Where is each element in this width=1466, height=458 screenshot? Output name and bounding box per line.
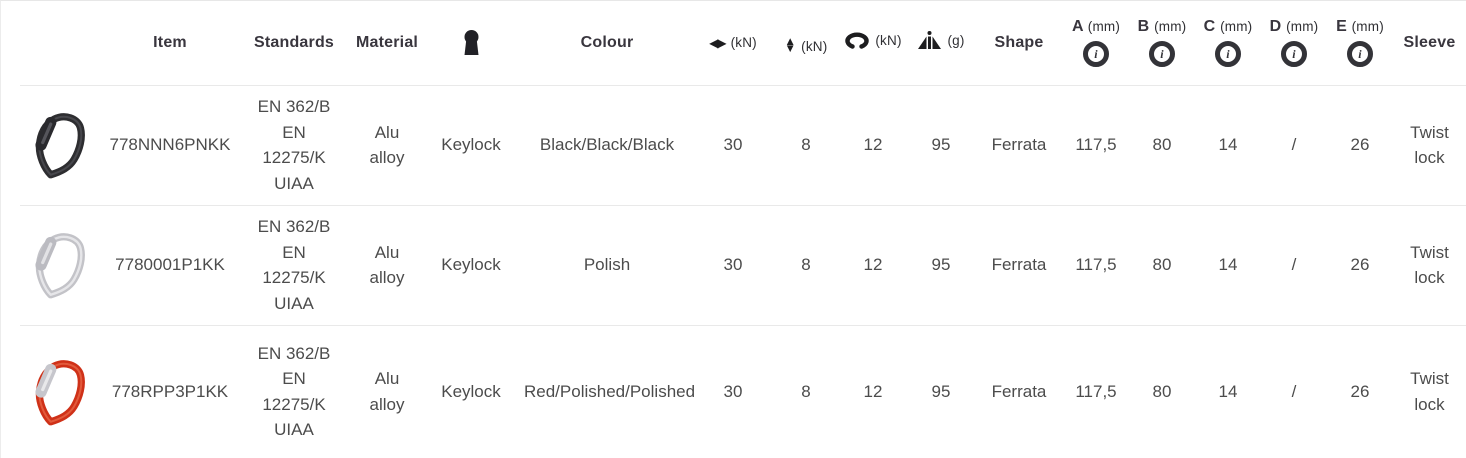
gate-open-kn-value: 12 <box>863 255 883 275</box>
weight-column-header: (g) <box>907 1 975 85</box>
table-row: 778NNN6PNKK EN 362/B EN 12275/K UIAA Alu… <box>20 85 1466 205</box>
item-code: 7780001P1KK <box>115 255 225 275</box>
dim-c-value: 14 <box>1218 255 1238 275</box>
minor-axis-unit: (kN) <box>801 38 828 54</box>
material-value: Alu alloy <box>369 369 405 414</box>
shape-column-header: Shape <box>994 33 1044 51</box>
info-icon[interactable]: i <box>1347 41 1373 68</box>
keylock-icon <box>464 29 478 55</box>
minor-axis-kn-value: 8 <box>801 135 811 155</box>
minor-axis-kn-value: 8 <box>801 255 811 275</box>
dim-a-value: 117,5 <box>1075 382 1117 401</box>
dim-e-value: 26 <box>1350 135 1370 155</box>
product-image-cell[interactable] <box>20 325 105 458</box>
gate-type-value: Keylock <box>441 135 501 155</box>
gate-type-value: Keylock <box>441 382 501 401</box>
dim-b-value: 80 <box>1152 382 1172 401</box>
dim-a-column-header: A (mm) i <box>1063 1 1129 85</box>
sleeve-value: Twist lock <box>1410 122 1449 168</box>
colour-column-header: Colour <box>580 33 634 51</box>
colour-value: Black/Black/Black <box>539 135 675 155</box>
gate-open-unit: (kN) <box>875 32 902 48</box>
product-image-cell[interactable] <box>20 85 105 205</box>
carabiner-spec-table: Item Standards Material Colour ◀▶ (kN) <box>20 1 1466 458</box>
image-column-header <box>20 1 105 85</box>
major-axis-kn-value: 30 <box>723 135 743 155</box>
polished-carabiner-image <box>35 233 85 299</box>
dim-d-value: / <box>1291 255 1297 275</box>
major-axis-kn-value: 30 <box>723 382 743 401</box>
item-code: 778RPP3P1KK <box>111 382 229 401</box>
weight-value: 95 <box>931 255 951 275</box>
table-row: 778RPP3P1KK EN 362/B EN 12275/K UIAA Alu… <box>20 325 1466 458</box>
shape-value: Ferrata <box>991 135 1047 155</box>
material-column-header: Material <box>356 33 419 51</box>
dim-e-column-header: E (mm) i <box>1327 1 1393 85</box>
major-axis-arrows-icon: ◀▶ <box>709 35 726 50</box>
sleeve-value: Twist lock <box>1410 369 1449 414</box>
material-value: Alu alloy <box>369 122 405 168</box>
colour-value: Red/Polished/Polished <box>524 382 696 401</box>
standards-value: EN 362/B EN 12275/K UIAA <box>257 343 331 440</box>
standards-value: EN 362/B EN 12275/K UIAA <box>257 97 331 193</box>
table-row: 7780001P1KK EN 362/B EN 12275/K UIAA Alu… <box>20 205 1466 325</box>
info-icon[interactable]: i <box>1215 41 1241 68</box>
dim-d-value: / <box>1291 135 1297 155</box>
dim-c-value: 14 <box>1218 382 1238 401</box>
major-axis-strength-header: ◀▶ (kN) <box>693 1 773 85</box>
dim-b-value: 80 <box>1152 135 1172 155</box>
gate-open-kn-value: 12 <box>863 135 883 155</box>
dim-a-value: 117,5 <box>1075 135 1117 155</box>
table-header: Item Standards Material Colour ◀▶ (kN) <box>20 1 1466 85</box>
item-code: 778NNN6PNKK <box>109 135 231 155</box>
shape-value: Ferrata <box>991 382 1047 401</box>
standards-column-header: Standards <box>253 33 335 51</box>
gate-open-strength-header: (kN) <box>839 1 907 85</box>
standards-value: EN 362/B EN 12275/K UIAA <box>257 217 331 313</box>
dim-c-column-header: C (mm) i <box>1195 1 1261 85</box>
info-icon[interactable]: i <box>1083 41 1109 68</box>
minor-axis-kn-value: 8 <box>801 382 811 401</box>
dim-d-value: / <box>1291 382 1297 401</box>
weight-unit: (g) <box>947 32 965 48</box>
material-value: Alu alloy <box>369 242 405 288</box>
minor-axis-strength-header: ▲ ▼ (kN) <box>773 1 839 85</box>
dim-b-column-header: B (mm) i <box>1129 1 1195 85</box>
black-carabiner-image <box>35 113 85 179</box>
red-carabiner-image <box>35 360 85 426</box>
major-axis-unit: (kN) <box>730 35 757 51</box>
dim-d-column-header: D (mm) i <box>1261 1 1327 85</box>
sleeve-value: Twist lock <box>1410 242 1449 288</box>
dim-e-value: 26 <box>1350 382 1370 401</box>
weight-value: 95 <box>931 382 951 401</box>
info-icon[interactable]: i <box>1149 41 1175 68</box>
info-icon[interactable]: i <box>1281 41 1307 68</box>
gate-type-column-header <box>421 1 521 85</box>
weight-value: 95 <box>931 135 951 155</box>
sleeve-column-header: Sleeve <box>1403 33 1456 51</box>
major-axis-kn-value: 30 <box>723 255 743 275</box>
dim-a-value: 117,5 <box>1075 255 1117 275</box>
colour-value: Polish <box>583 255 631 275</box>
gate-type-value: Keylock <box>441 255 501 275</box>
shape-value: Ferrata <box>991 255 1047 275</box>
minor-axis-arrows-icon: ▲ ▼ <box>784 35 797 56</box>
open-gate-loop-icon <box>845 32 870 49</box>
weight-icon <box>918 30 942 49</box>
dim-b-value: 80 <box>1152 255 1172 275</box>
dim-c-value: 14 <box>1218 135 1238 155</box>
dim-e-value: 26 <box>1350 255 1370 275</box>
item-column-header: Item <box>153 33 187 51</box>
gate-open-kn-value: 12 <box>863 382 883 401</box>
product-image-cell[interactable] <box>20 205 105 325</box>
